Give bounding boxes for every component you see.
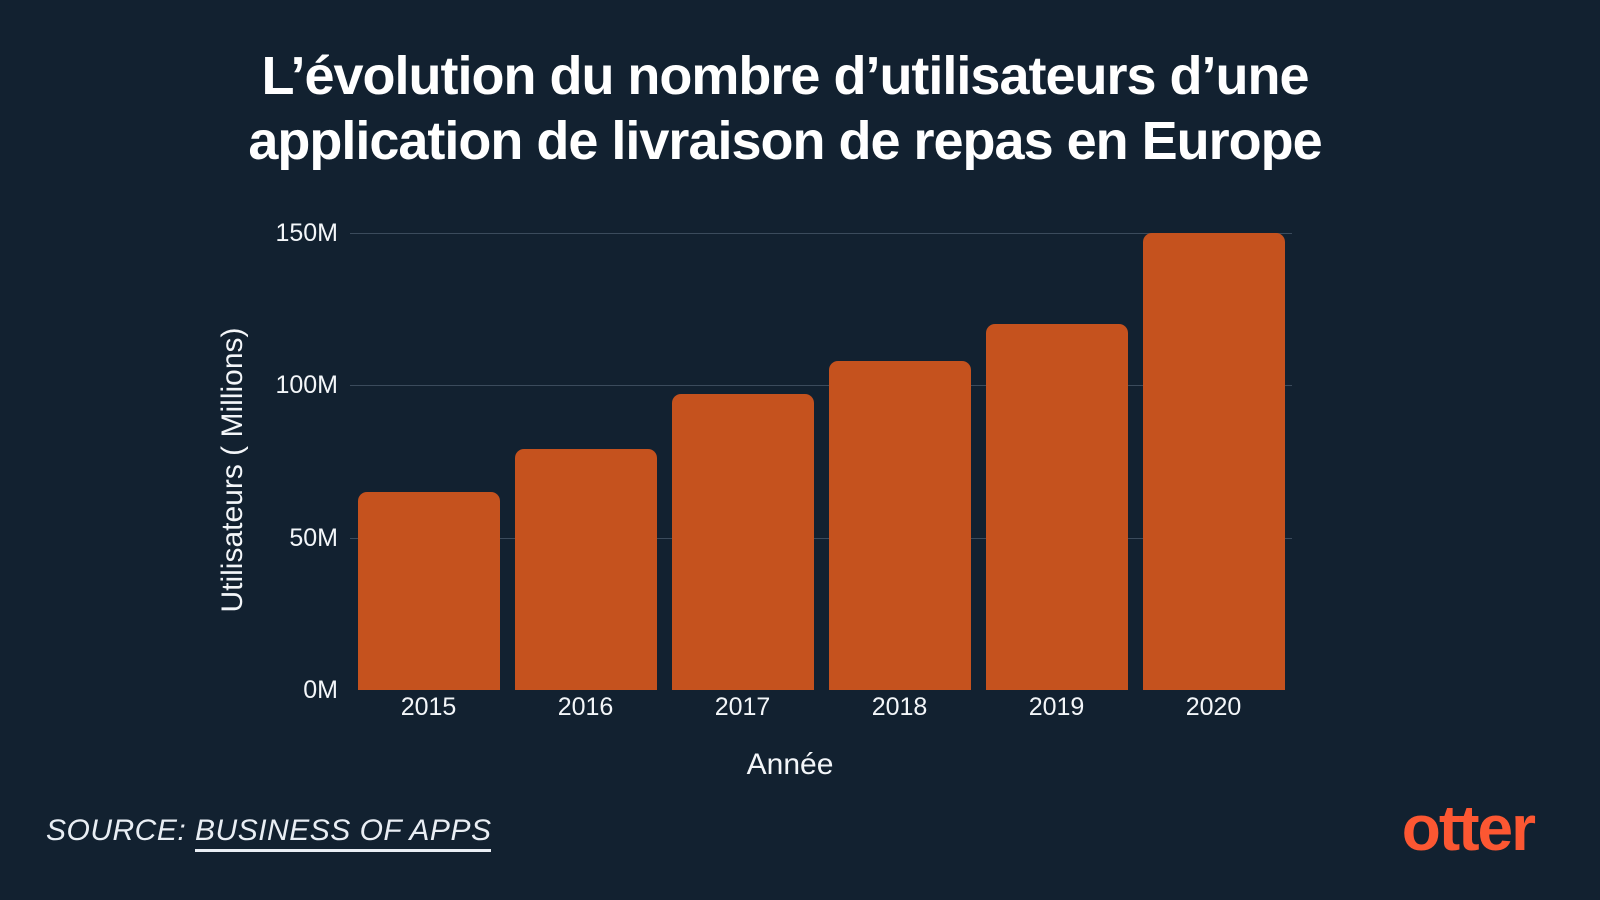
- bar-2017: [671, 394, 814, 690]
- x-tick-label-2018: 2018: [871, 693, 928, 721]
- otter-logo: otter: [1401, 792, 1536, 864]
- bar-2018: [828, 360, 971, 690]
- source-line: SOURCE: BUSINESS OF APPS: [46, 814, 492, 852]
- x-tick-label-2017: 2017: [714, 693, 771, 721]
- chart-title-line-2: application de livraison de repas en Eur…: [248, 111, 1322, 171]
- source-link[interactable]: BUSINESS OF APPS: [195, 814, 492, 852]
- chart-title: L’évolution du nombre d’utilisateurs d’u…: [0, 44, 1570, 174]
- bar-2016: [514, 449, 657, 690]
- bar-2019: [985, 324, 1128, 690]
- y-tick-label-100M: 100M: [275, 371, 338, 400]
- source-prefix: SOURCE:: [46, 814, 187, 847]
- y-tick-label-0M: 0M: [303, 676, 338, 704]
- y-tick-label-50M: 50M: [289, 523, 338, 552]
- chart-title-line-1: L’évolution du nombre d’utilisateurs d’u…: [261, 46, 1309, 106]
- x-tick-label-2016: 2016: [557, 693, 614, 721]
- x-tick-label-2019: 2019: [1028, 693, 1085, 721]
- y-axis-tick-labels: 0M 50M 100M 150M: [228, 219, 338, 704]
- gridline-50M: [350, 537, 1292, 539]
- x-tick-label-2020: 2020: [1185, 693, 1242, 721]
- bar-2015: [357, 491, 500, 690]
- x-axis-title: Année: [746, 748, 834, 781]
- bar-2020: [1142, 233, 1285, 690]
- y-tick-label-150M: 150M: [275, 219, 338, 247]
- gridline-150M: [350, 233, 1292, 234]
- x-axis-tick-labels: 2015 2016 2017 2018 2019 2020: [350, 691, 1292, 723]
- gridlines: [350, 233, 1292, 690]
- plot-area: [350, 233, 1292, 690]
- x-tick-label-2015: 2015: [400, 693, 457, 721]
- gridline-100M: [350, 385, 1292, 387]
- bar-series: [350, 233, 1292, 690]
